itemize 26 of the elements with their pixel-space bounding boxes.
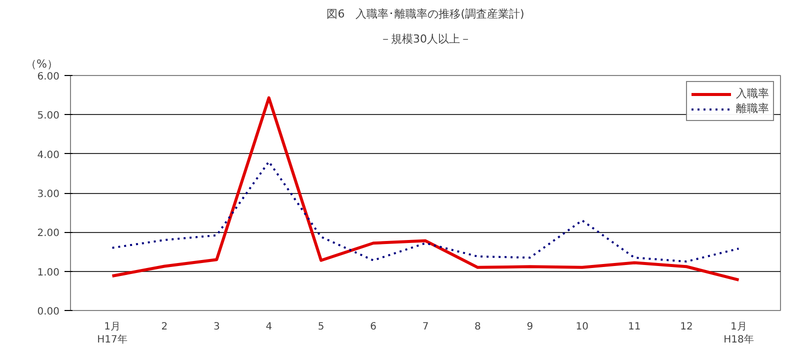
y-tick-label: 2.00	[37, 228, 60, 240]
y-tick-label: 3.00	[37, 189, 60, 200]
y-tick-label: 6.00	[37, 72, 60, 82]
x-tick-label: 4	[266, 322, 272, 332]
x-tick-label: 1月 H17年	[97, 322, 128, 346]
line-series	[111, 160, 740, 263]
legend-label: 離職率	[736, 101, 769, 116]
x-tick-label: 1月 H18年	[724, 322, 754, 346]
x-tick-label: 11	[628, 322, 641, 332]
y-tick-label: 4.00	[37, 150, 60, 161]
x-tick-label: 5	[318, 322, 324, 332]
x-tick-label: 7	[422, 322, 429, 332]
x-tick-label: 10	[576, 322, 588, 332]
x-tick-label: 12	[680, 322, 693, 332]
x-tick-label: 3	[213, 322, 220, 332]
y-axis-title: （%）	[26, 58, 58, 70]
x-tick-label: 6	[370, 322, 376, 332]
x-tick-label: 9	[526, 322, 534, 332]
legend-label: 入職率	[736, 86, 769, 101]
y-tick-label: 5.00	[37, 110, 60, 122]
chart-subtitle: －規模30人以上－	[380, 32, 471, 46]
x-tick-label: 8	[474, 322, 481, 332]
chart-title: 図6 入職率･離職率の推移(調査産業計)	[326, 8, 524, 20]
y-tick-label: 0.00	[37, 306, 60, 318]
x-tick-label: 2	[161, 322, 168, 332]
y-tick-label: 1.00	[37, 267, 60, 278]
